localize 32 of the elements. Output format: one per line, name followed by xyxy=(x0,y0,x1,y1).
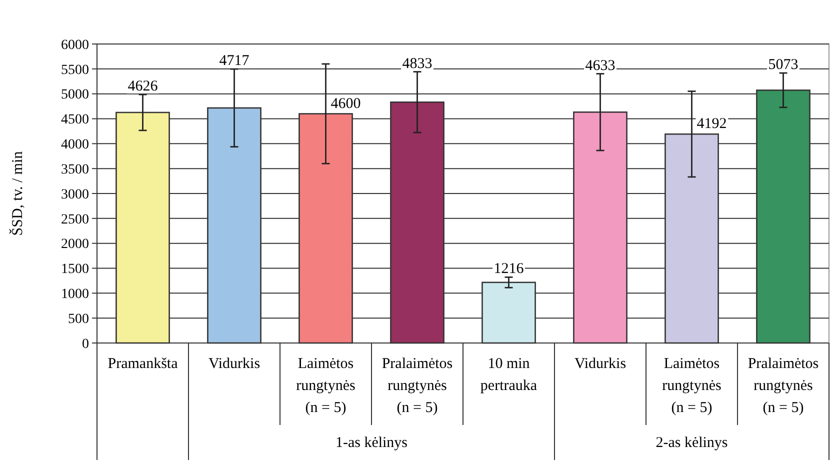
x-tick-label: Laimėtos rungtynės (n = 5) xyxy=(662,356,722,416)
y-axis-title: ŠSD, tv. / min xyxy=(9,150,26,236)
data-label: 4192 xyxy=(696,116,727,132)
data-label: 4833 xyxy=(402,56,432,72)
y-tick-label: 4000 xyxy=(61,138,89,153)
y-tick-label: 5000 xyxy=(61,88,89,103)
data-label: 4626 xyxy=(128,78,158,95)
x-tick-label: Pralaimėtos rungtynės (n = 5) xyxy=(748,356,819,416)
y-tick-label: 6000 xyxy=(61,38,89,53)
y-tick-label: 1000 xyxy=(61,287,89,302)
x-tick-label: Vidurkis xyxy=(574,356,626,372)
y-tick-label: 2500 xyxy=(61,212,89,228)
text: 1-as kėlinys xyxy=(335,435,408,451)
y-tick-label: 500 xyxy=(68,312,89,327)
data-label: 1216 xyxy=(494,261,524,278)
x-tick-label: Laimėtos rungtynės (n = 5) xyxy=(296,356,356,416)
data-label: 5073 xyxy=(768,57,798,74)
data-label: 4717 xyxy=(219,53,250,70)
y-tick-label: 3000 xyxy=(61,187,89,202)
text: 2-as kėlinys xyxy=(656,435,728,451)
x-tick-label: Vidurkis xyxy=(208,356,260,372)
data-label: 4600 xyxy=(330,96,361,112)
data-label: 4633 xyxy=(585,58,616,74)
x-tick-label: 10 min pertrauka xyxy=(480,356,538,394)
y-tick-label: 4500 xyxy=(61,112,89,128)
y-tick-label: 5500 xyxy=(61,62,89,78)
y-tick-label: 1500 xyxy=(61,262,89,278)
x-tick-label: Pramankšta xyxy=(108,356,178,372)
y-tick-label: 3500 xyxy=(61,162,89,178)
y-tick-label: 0 xyxy=(82,336,89,352)
x-tick-label: Pralaimėtos rungtynės (n = 5) xyxy=(382,356,453,416)
y-tick-label: 2000 xyxy=(61,237,89,252)
